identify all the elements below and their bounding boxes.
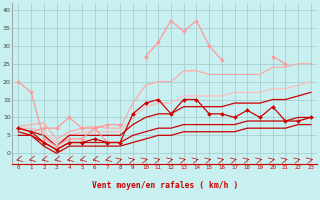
X-axis label: Vent moyen/en rafales ( km/h ): Vent moyen/en rafales ( km/h ) (92, 182, 238, 190)
